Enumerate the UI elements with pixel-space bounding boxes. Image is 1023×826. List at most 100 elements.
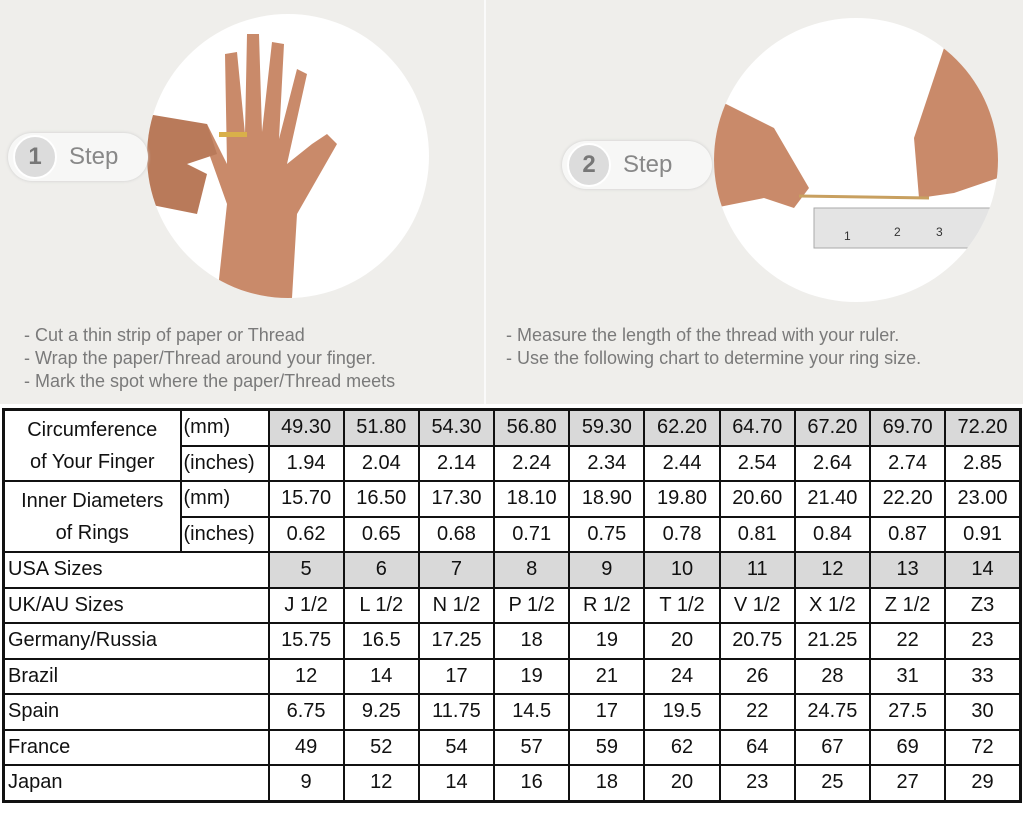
table-cell: 18.90 — [568, 480, 646, 518]
table-cell: 17.30 — [417, 480, 496, 518]
instruction: - Cut a thin strip of paper or Thread — [24, 325, 305, 345]
ruler-photo: 1 2 3 — [714, 18, 998, 302]
ruler-mark: 1 — [844, 229, 851, 243]
table-cell: 67 — [793, 728, 872, 766]
table-cell: 2.64 — [793, 444, 872, 482]
table-cell: X 1/2 — [793, 586, 872, 624]
instructions-panel: 1 2 3 1 Step 2 Step - Cut a thin strip o… — [0, 0, 1023, 404]
instruction: - Wrap the paper/Thread around your fing… — [24, 348, 376, 368]
step-number: 1 — [13, 135, 57, 179]
step-2-badge: 2 Step — [562, 141, 712, 189]
circumference-label: Circumference of Your Finger — [2, 408, 182, 482]
table-cell: 62 — [643, 728, 721, 766]
table-cell: 20.75 — [718, 622, 796, 660]
table-row: Brazil 12 14 17 19 21 24 26 28 31 33 — [2, 657, 1022, 695]
table-cell: 30 — [944, 693, 1022, 731]
ring-size-table: Circumference of Your Finger (mm) 49.30 51.8… — [2, 408, 1022, 803]
table-cell: 21 — [568, 657, 646, 695]
table-cell: P 1/2 — [493, 586, 571, 624]
table-cell: 0.68 — [417, 515, 496, 553]
row-label: USA Sizes — [2, 551, 270, 589]
table-cell: 17 — [417, 657, 496, 695]
unit-label: (mm) — [179, 408, 270, 447]
table-cell: 2.34 — [568, 444, 646, 482]
table-cell: 67.20 — [793, 408, 872, 447]
table-row: (inches) 1.94 2.04 2.14 2.24 2.34 2.44 2.54 2.64… — [4, 444, 1022, 482]
table-cell: 19.80 — [643, 480, 721, 518]
label-line: of Rings — [55, 521, 129, 544]
table-cell: 15.75 — [267, 622, 345, 660]
table-cell: 28 — [793, 657, 872, 695]
row-label: UK/AU Sizes — [2, 586, 270, 624]
table-cell: 52 — [342, 728, 420, 766]
ruler-mark: 2 — [894, 225, 901, 239]
table-cell: 2.24 — [493, 444, 571, 482]
table-cell: 18.10 — [493, 480, 571, 518]
table-cell: 6.75 — [267, 693, 345, 731]
table-cell: 0.62 — [267, 515, 345, 553]
table-cell: 64 — [718, 728, 796, 766]
table-cell: 31 — [868, 657, 947, 695]
table-cell: 62.20 — [643, 408, 721, 447]
table-cell: 22 — [718, 693, 796, 731]
table-cell: 64.70 — [718, 408, 796, 447]
table-cell: 29 — [944, 764, 1022, 802]
table-cell: 51.80 — [342, 408, 420, 447]
table-cell: 23 — [718, 764, 796, 802]
inner_diameter-label: Inner Diameters of Rings — [2, 480, 182, 553]
table-cell: 16.50 — [342, 480, 420, 518]
table-cell: 16 — [493, 764, 571, 802]
table-cell: 59 — [568, 728, 646, 766]
table-cell: T 1/2 — [643, 586, 721, 624]
instruction: - Mark the spot where the paper/Thread m… — [24, 371, 396, 391]
step-number: 2 — [567, 143, 611, 187]
table-cell: 0.71 — [493, 515, 571, 553]
unit-label: (mm) — [179, 480, 270, 518]
table-cell: 54.30 — [417, 408, 496, 447]
table-cell: 0.91 — [944, 515, 1022, 553]
table-cell: 0.81 — [718, 515, 796, 553]
hand-photo — [147, 14, 429, 298]
table-cell: 9 — [568, 551, 646, 589]
table-cell: 9 — [267, 764, 345, 802]
table-cell: 7 — [417, 551, 496, 589]
table-cell: 2.44 — [643, 444, 721, 482]
table-cell: 59.30 — [568, 408, 646, 447]
table-cell: 18 — [493, 622, 571, 660]
table-cell: 17.25 — [417, 622, 496, 660]
table-row: Germany/Russia 15.75 16.5 17.25 18 19 20 20.75 2… — [2, 622, 1022, 660]
panel-divider — [484, 0, 486, 404]
row-label: France — [2, 728, 270, 766]
table-cell: 9.25 — [342, 693, 420, 731]
table-cell: 49 — [267, 728, 345, 766]
table-cell: 24.75 — [793, 693, 872, 731]
table-cell: 69.70 — [868, 408, 947, 447]
table-row: USA Sizes 5 6 7 8 9 10 11 12 13 14 — [2, 551, 1022, 589]
table-cell: 6 — [342, 551, 420, 589]
unit-label: (inches) — [179, 515, 270, 553]
table-cell: 12 — [793, 551, 872, 589]
table-cell: 12 — [267, 657, 345, 695]
table-cell: R 1/2 — [568, 586, 646, 624]
table-cell: 27 — [868, 764, 947, 802]
table-cell: 23.00 — [944, 480, 1022, 518]
label-line: of Your Finger — [29, 450, 155, 473]
table-cell: 5 — [267, 551, 345, 589]
table-cell: 57 — [493, 728, 571, 766]
table-cell: 2.54 — [718, 444, 796, 482]
table-cell: 8 — [493, 551, 571, 589]
table-cell: 17 — [568, 693, 646, 731]
table-cell: Z 1/2 — [868, 586, 947, 624]
table-cell: 14 — [342, 657, 420, 695]
table-cell: 22 — [868, 622, 947, 660]
step-2-instructions: - Measure the length of the thread with … — [506, 324, 921, 370]
table-row: (inches) 0.62 0.65 0.68 0.71 0.75 0.78 0.81 0.84… — [4, 515, 1022, 553]
table-cell: 0.75 — [568, 515, 646, 553]
table-cell: 12 — [342, 764, 420, 802]
ruler-mark: 3 — [936, 225, 943, 239]
table-row: Circumference of Your Finger (mm) 49.30 51.8… — [2, 408, 1022, 482]
table-row: Japan 9 12 14 16 18 20 23 25 27 29 — [2, 764, 1022, 802]
table-cell: 25 — [793, 764, 872, 802]
table-cell: 24 — [643, 657, 721, 695]
table-cell: Z3 — [944, 586, 1022, 624]
